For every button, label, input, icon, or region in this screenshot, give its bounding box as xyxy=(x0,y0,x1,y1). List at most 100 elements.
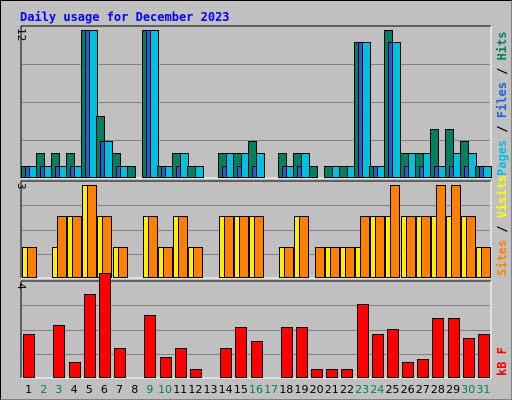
bar-kb-f-day-29 xyxy=(448,318,460,378)
day-label-7: 7 xyxy=(116,383,123,396)
bar-pages-day-5 xyxy=(89,30,98,178)
bar-kb-f-day-22 xyxy=(341,369,353,378)
bar-pages-day-9 xyxy=(150,30,159,178)
bar-kb-f-day-12 xyxy=(190,369,202,378)
day-label-15: 15 xyxy=(234,383,248,396)
day-label-3: 3 xyxy=(55,383,62,396)
bar-kb-f-day-19 xyxy=(296,327,308,378)
legend-entry: Hits xyxy=(495,31,509,60)
day-label-27: 27 xyxy=(416,383,430,396)
bar-sites-day-14 xyxy=(224,216,234,278)
bar-kb-f-day-11 xyxy=(175,348,187,378)
bar-pages-day-19 xyxy=(301,153,310,178)
bar-sites-day-7 xyxy=(118,247,128,278)
bar-kb-f-day-25 xyxy=(387,329,399,378)
bar-kb-f-day-10 xyxy=(160,357,172,378)
day-label-18: 18 xyxy=(279,383,293,396)
bar-kb-f-day-9 xyxy=(144,315,156,378)
bar-kb-f-day-14 xyxy=(220,348,232,378)
bar-kb-f-day-1 xyxy=(23,334,35,378)
day-label-6: 6 xyxy=(101,383,108,396)
bar-hits-day-21 xyxy=(324,166,333,178)
day-label-12: 12 xyxy=(188,383,202,396)
bar-kb-f-day-30 xyxy=(463,338,475,378)
legend-entry: / xyxy=(495,118,509,140)
bar-kb-f-day-28 xyxy=(432,318,444,378)
bar-pages-day-6 xyxy=(104,141,113,178)
bar-sites-day-1 xyxy=(27,247,37,278)
day-label-5: 5 xyxy=(86,383,93,396)
bar-kb-f-day-16 xyxy=(251,341,263,378)
legend-entry: / xyxy=(495,218,509,240)
day-label-25: 25 xyxy=(385,383,399,396)
day-label-31: 31 xyxy=(476,383,490,396)
chart-title: Daily usage for December 2023 xyxy=(20,10,230,24)
day-label-28: 28 xyxy=(431,383,445,396)
bar-kb-f-day-3 xyxy=(53,325,65,378)
bar-sites-day-29 xyxy=(451,185,461,278)
bar-sites-day-21 xyxy=(330,247,340,278)
bar-kb-f-day-18 xyxy=(281,327,293,378)
bar-sites-day-10 xyxy=(163,247,173,278)
bar-sites-day-19 xyxy=(299,216,309,278)
bar-sites-day-3 xyxy=(57,216,67,278)
day-label-2: 2 xyxy=(40,383,47,396)
day-label-19: 19 xyxy=(294,383,308,396)
day-label-9: 9 xyxy=(146,383,153,396)
bar-sites-day-4 xyxy=(72,216,82,278)
bar-sites-day-28 xyxy=(436,185,446,278)
bar-hits-day-22 xyxy=(339,166,348,178)
bar-pages-day-12 xyxy=(195,166,204,178)
day-label-4: 4 xyxy=(71,383,78,396)
bar-pages-day-25 xyxy=(392,42,401,178)
day-label-10: 10 xyxy=(158,383,172,396)
day-label-21: 21 xyxy=(325,383,339,396)
bar-sites-day-22 xyxy=(345,247,355,278)
panel-top-ymax-label: 12 xyxy=(15,28,28,41)
day-label-30: 30 xyxy=(461,383,475,396)
bar-kb-f-day-27 xyxy=(417,359,429,378)
day-label-1: 1 xyxy=(25,383,32,396)
bar-kb-f-day-31 xyxy=(478,334,490,378)
bar-pages-day-11 xyxy=(180,153,189,178)
bar-sites-day-15 xyxy=(239,216,249,278)
bar-kb-f-day-15 xyxy=(235,327,247,378)
bar-sites-day-20 xyxy=(315,247,325,278)
panel-bottom-legend: kB F xyxy=(495,347,509,376)
bar-pages-day-30 xyxy=(468,153,477,178)
legend-entry: Files xyxy=(495,82,509,118)
bar-hits-day-20 xyxy=(309,166,318,178)
day-label-24: 24 xyxy=(370,383,384,396)
panel-bottom-ymax-label: 4 xyxy=(15,283,28,290)
bar-sites-day-23 xyxy=(360,216,370,278)
bar-sites-day-25 xyxy=(390,185,400,278)
legend-entry: / xyxy=(495,60,509,82)
bar-kb-f-day-23 xyxy=(357,304,369,378)
day-label-22: 22 xyxy=(340,383,354,396)
bar-hits-day-8 xyxy=(127,166,136,178)
panel-top-legend: Pages / Files / Hits xyxy=(495,31,509,176)
day-label-17: 17 xyxy=(264,383,278,396)
bar-sites-day-5 xyxy=(87,185,97,278)
bar-sites-day-27 xyxy=(421,216,431,278)
day-label-26: 26 xyxy=(401,383,415,396)
day-label-11: 11 xyxy=(173,383,187,396)
bar-kb-f-day-21 xyxy=(326,369,338,378)
bar-sites-day-18 xyxy=(284,247,294,278)
bar-hits-day-12 xyxy=(187,166,196,178)
bar-sites-day-12 xyxy=(193,247,203,278)
bar-pages-day-23 xyxy=(362,42,371,178)
bar-sites-day-16 xyxy=(254,216,264,278)
bar-sites-day-31 xyxy=(481,247,491,278)
panel-middle-ymax-label: 3 xyxy=(15,183,28,190)
bar-kb-f-day-20 xyxy=(311,369,323,378)
bar-pages-day-31 xyxy=(483,166,492,178)
day-label-13: 13 xyxy=(204,383,218,396)
bar-pages-day-16 xyxy=(256,153,265,178)
legend-entry: kB F xyxy=(495,347,509,376)
legend-entry: Pages xyxy=(495,140,509,176)
bar-sites-day-24 xyxy=(375,216,385,278)
bar-kb-f-day-24 xyxy=(372,334,384,378)
